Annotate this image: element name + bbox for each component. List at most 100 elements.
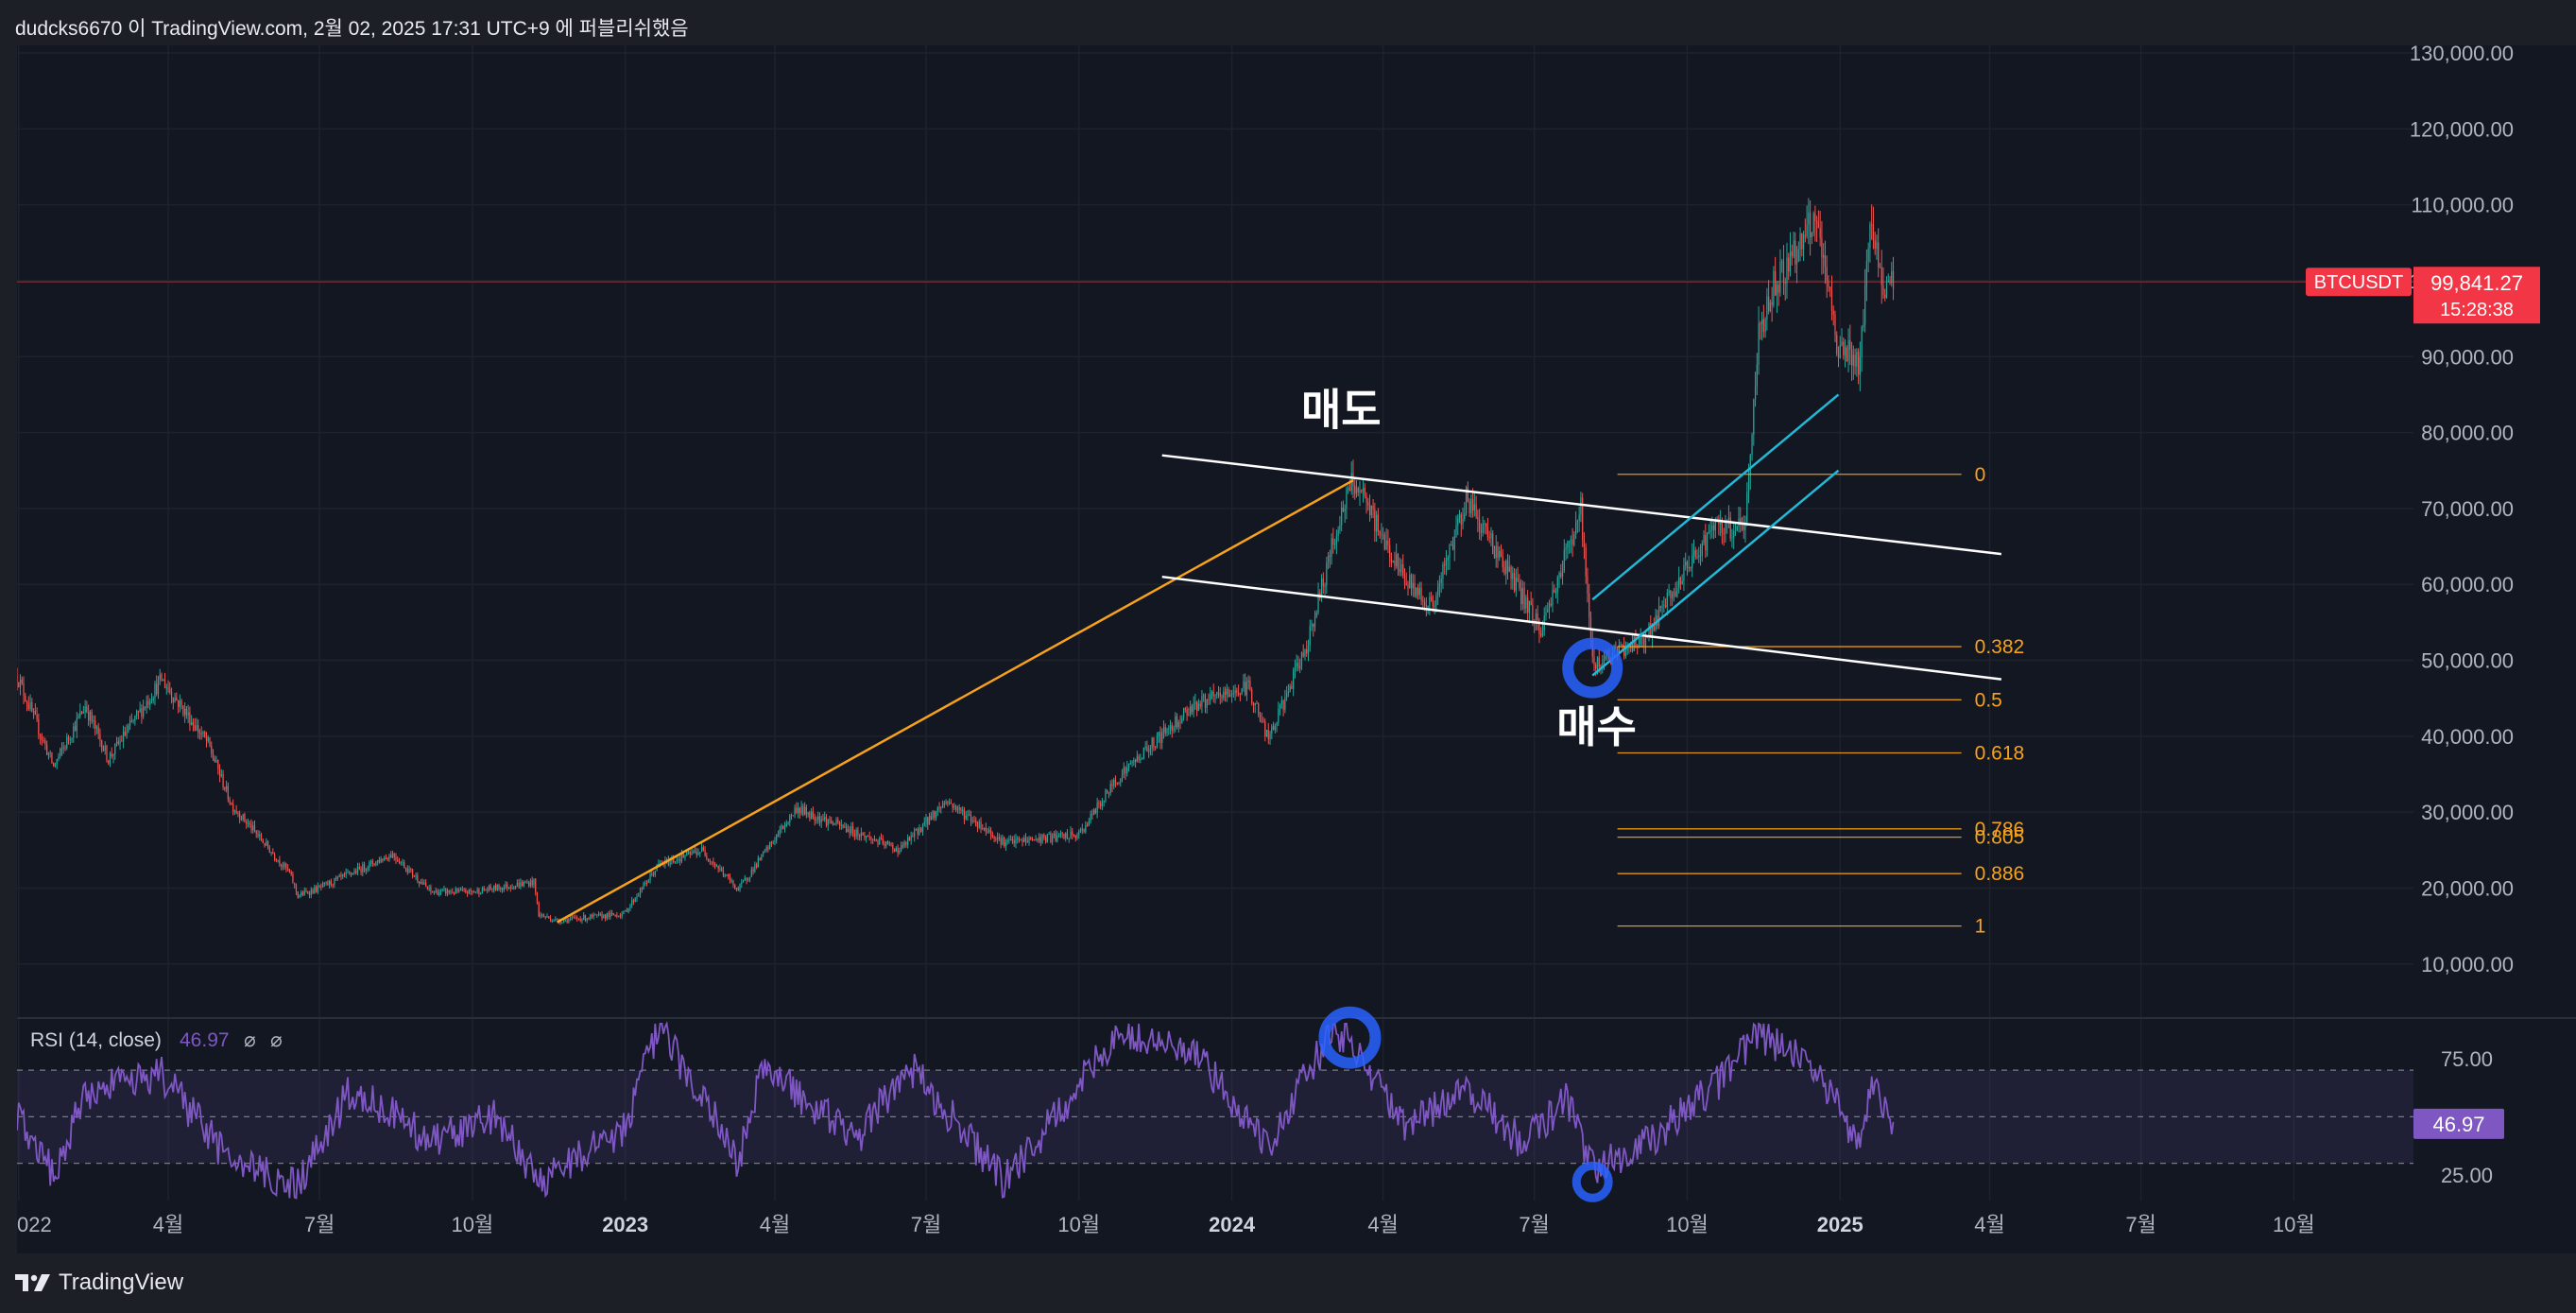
candle-body [1182,708,1185,718]
candle-body [1035,838,1037,841]
candle-body [1076,834,1078,838]
candle-body [1264,721,1266,737]
candle-body [1493,554,1496,559]
candle-body [177,700,180,707]
candle-body [1435,595,1437,606]
candle-body [1116,783,1118,785]
candle-body [747,878,749,881]
candle-body [455,889,456,894]
candle-body [800,806,802,814]
candle-body [143,706,145,717]
candle-body [835,820,837,824]
candle-body [549,918,552,922]
candle-body [958,807,960,810]
candle-body [711,861,713,863]
candle-body [222,773,224,787]
candle-body [1646,637,1648,639]
candle-body [831,820,833,824]
candle-body [741,882,743,885]
candle-body [1269,734,1271,739]
bottom-bar [0,1253,2576,1313]
candle-body [1224,691,1227,695]
candle-body [329,880,331,886]
candle-body [980,821,982,829]
candle-body [518,882,520,888]
candle-body [1799,233,1801,250]
candle-body [1274,725,1276,731]
candle-body [1859,356,1861,375]
candle-body [1760,319,1763,325]
candle-body [938,807,940,809]
candle-body [217,759,219,769]
candle-body [1747,475,1750,492]
candle-body [1437,586,1439,596]
candle-body [1262,720,1264,722]
candle-body [541,914,543,916]
candle-body [840,824,842,826]
candle-body [1023,838,1025,842]
fib-level-label: 0.886 [1975,863,2025,885]
candle-body [1674,591,1676,597]
candle-body [250,823,252,831]
candle-body [618,915,620,917]
candle-body [1286,693,1288,699]
candle-body [1427,606,1429,608]
candle-body [1733,530,1735,538]
candle-body [601,913,603,919]
candle-body [842,824,844,828]
candle-body [371,860,373,865]
candle-body [1017,838,1019,839]
candle-body [287,868,289,870]
candle-body [763,851,764,855]
candle-body [1758,323,1760,365]
candle-body [1400,563,1402,573]
candle-body [390,855,392,858]
candle-body [732,880,734,886]
time-axis-label: 2024 [1209,1213,1256,1236]
candle-body [818,816,821,823]
buy-marker-circle [1562,637,1623,699]
candle-body [1300,652,1303,666]
candle-body [64,747,66,749]
candle-body [638,895,640,897]
candle-body [53,763,55,767]
candle-body [67,736,70,740]
candle-body [418,881,421,884]
candle-body [820,819,822,823]
candle-body [196,725,197,731]
candle-body [671,858,673,861]
candle-body [49,752,51,754]
candle-body [905,841,907,845]
candle-body [1462,519,1464,525]
candle-body [1521,587,1523,605]
candle-body [862,832,864,836]
candle-body [1020,839,1022,841]
candle-body [1175,716,1176,728]
candle-body [859,835,861,837]
candle-body [129,720,131,726]
candle-body [54,764,57,767]
symbol-tag-label: BTCUSDT [2314,272,2403,293]
candle-body [446,890,449,894]
candle-body [91,711,93,722]
tradingview-logo[interactable]: TradingView [15,1269,183,1297]
candle-body [676,860,678,862]
candle-body [268,847,270,853]
candle-body [1595,664,1597,669]
candle-body [1346,489,1348,510]
candle-body [194,725,196,731]
candle-body [242,814,244,821]
candle-body [1602,663,1604,665]
candle-body [947,802,949,803]
candle-body [34,711,36,715]
candle-body [814,817,816,821]
candle-body [1640,637,1641,645]
chart-area[interactable]: 0 0.382 0.5 0.618 0.786 0.805 0.886 1 매도 매수 RSI (1… [17,45,2576,1253]
candle-body [1026,841,1028,843]
last-price-box [2413,267,2540,324]
candle-body [362,864,364,872]
candle-body [1070,831,1072,838]
candle-body [817,816,819,821]
candle-body [1265,730,1268,737]
